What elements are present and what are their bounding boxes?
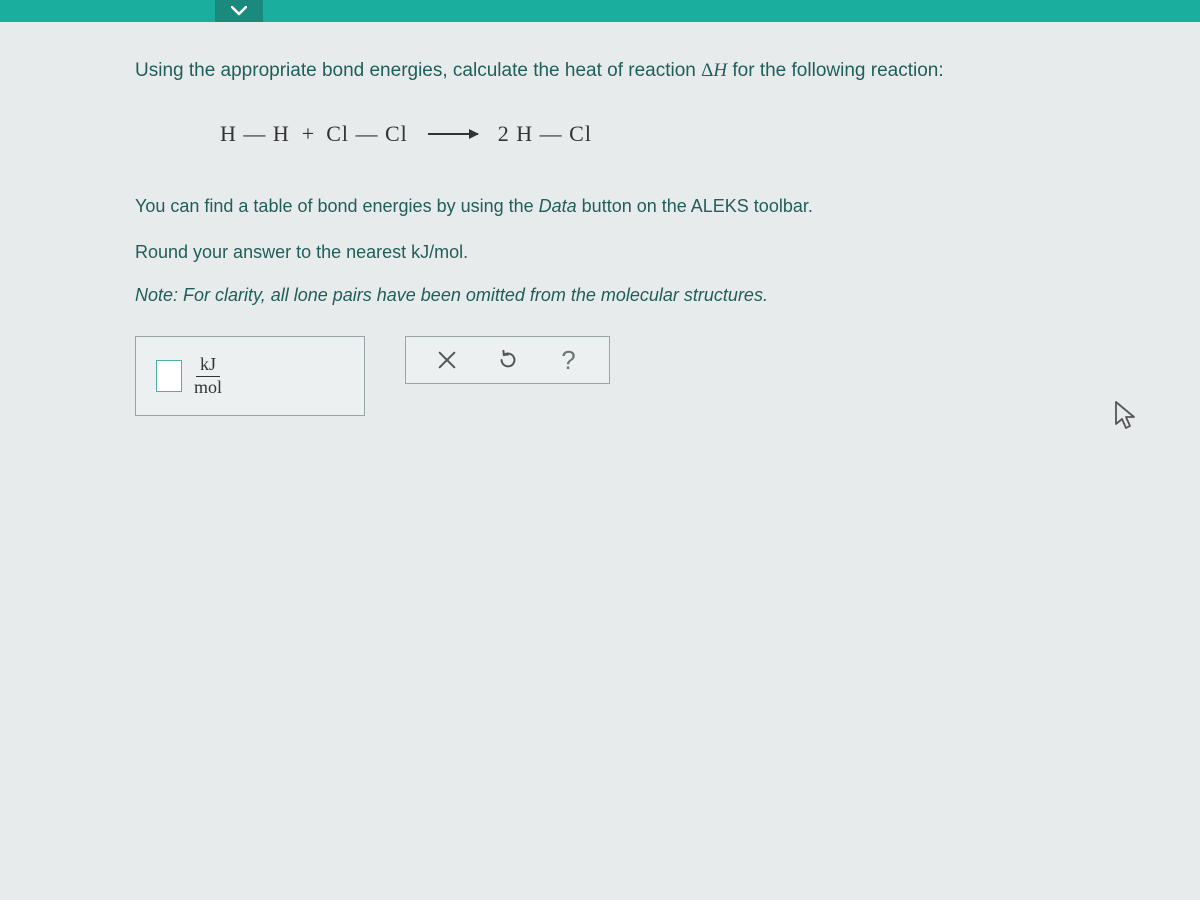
instr1-a: You can find a table of bond energies by… [135, 196, 539, 216]
reset-icon [497, 349, 519, 371]
reaction-arrow-icon [428, 133, 478, 135]
note-body: For clarity, all lone pairs have been om… [178, 285, 768, 305]
reactant-2: Cl ― Cl [326, 121, 408, 147]
clear-button[interactable] [422, 342, 472, 378]
unit-numerator: kJ [196, 355, 220, 377]
prompt-suffix: for the following reaction: [727, 60, 944, 81]
instruction-data-hint: You can find a table of bond energies by… [135, 192, 1160, 221]
question-mark-icon: ? [561, 345, 575, 376]
cursor-icon [1112, 400, 1140, 432]
x-icon [436, 349, 458, 371]
header-bar [0, 0, 1200, 22]
help-button[interactable]: ? [544, 342, 594, 378]
note-label: Note: [135, 285, 178, 305]
prompt-prefix: Using the appropriate bond energies, cal… [135, 60, 701, 81]
instr1-italic: Data [539, 196, 577, 216]
instruction-rounding: Round your answer to the nearest kJ/mol. [135, 238, 1160, 267]
answer-input[interactable] [156, 360, 182, 392]
unit-label: kJ mol [194, 355, 222, 398]
reset-button[interactable] [483, 342, 533, 378]
reactant-1: H ― H [220, 121, 290, 147]
answer-box: kJ mol [135, 336, 365, 416]
delta-h-symbol: ΔH [701, 60, 727, 81]
note-text: Note: For clarity, all lone pairs have b… [135, 285, 1160, 306]
question-prompt: Using the appropriate bond energies, cal… [135, 57, 1160, 86]
plus-symbol: + [302, 121, 314, 147]
dropdown-button[interactable] [215, 0, 263, 22]
instr1-b: button on the ALEKS toolbar. [577, 196, 813, 216]
question-panel: Using the appropriate bond energies, cal… [0, 22, 1200, 900]
answer-row: kJ mol ? [135, 336, 1160, 416]
unit-denominator: mol [194, 377, 222, 398]
chemical-equation: H ― H + Cl ― Cl 2 H ― Cl [220, 121, 1160, 147]
product-1: 2 H ― Cl [498, 121, 592, 147]
chevron-down-icon [231, 6, 247, 16]
tool-box: ? [405, 336, 610, 384]
